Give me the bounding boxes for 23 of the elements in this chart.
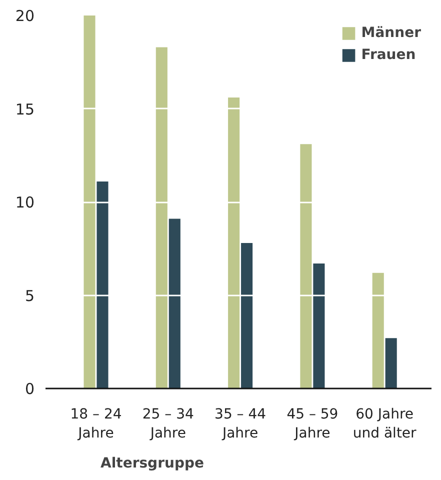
y-tick-label: 15 [15,100,35,118]
bar [241,243,253,388]
y-tick-label: 10 [15,194,35,212]
bar [168,218,180,388]
y-tick-label: 20 [15,7,35,25]
y-tick-label: 0 [24,380,35,398]
x-axis-title: Altersgruppe [100,456,204,472]
bar [96,181,108,388]
bar [313,264,325,388]
x-tick-label: 25 – 34 Jahre [142,406,194,442]
legend-label: Frauen [361,47,416,63]
x-tick-label: 45 – 59 Jahre [286,406,338,442]
legend-label: Männer [361,25,421,41]
x-tick-label: 18 – 24 Jahre [70,406,122,442]
y-tick-label: 5 [24,286,35,305]
x-tick-label: 60 Jahre und älter [352,406,417,442]
bar [372,272,384,388]
bar [300,144,312,388]
bar [385,338,397,388]
bar [84,16,96,388]
x-tick-label: 35 – 44 Jahre [214,406,266,442]
bar [156,47,168,388]
bar [228,98,240,388]
